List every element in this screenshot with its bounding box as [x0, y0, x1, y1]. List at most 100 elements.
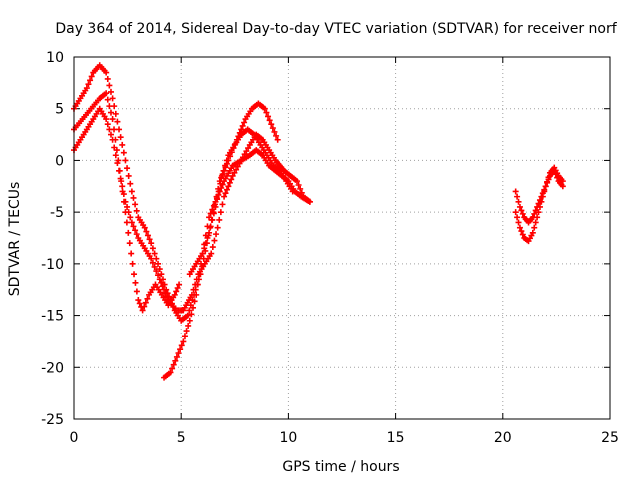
data-point: [148, 255, 155, 262]
data-point: [306, 198, 313, 205]
data-point: [172, 357, 179, 364]
data-point: [217, 180, 224, 187]
data-point: [216, 216, 223, 223]
data-point: [295, 181, 302, 188]
data-point: [206, 229, 213, 236]
y-tick-label: 10: [46, 50, 64, 66]
data-point: [173, 288, 180, 295]
data-point: [519, 210, 526, 217]
data-point: [225, 183, 232, 190]
data-point: [201, 245, 208, 252]
data-point: [136, 300, 143, 307]
data-point: [133, 231, 140, 238]
data-point: [233, 166, 240, 173]
data-point: [515, 198, 522, 205]
data-point: [142, 299, 149, 306]
data-point: [127, 214, 134, 221]
data-point: [193, 291, 200, 298]
data-point: [158, 279, 165, 286]
data-point: [141, 303, 148, 310]
data-point: [199, 250, 206, 257]
data-point: [293, 178, 300, 185]
data-point: [271, 128, 278, 135]
data-point: [175, 350, 182, 357]
data-point: [103, 116, 110, 123]
data-point: [129, 260, 136, 267]
data-points: [71, 62, 566, 381]
data-point: [132, 279, 139, 286]
data-point: [177, 346, 184, 353]
data-point: [222, 162, 229, 169]
data-point: [119, 141, 126, 148]
data-point: [106, 126, 113, 133]
data-point: [149, 259, 156, 266]
axis-ticks: 0 5 10 15 20 25 10 5 0 -5 -10 -15 -20 -25: [41, 50, 619, 446]
series-track-a: [71, 62, 281, 324]
data-point: [124, 165, 131, 172]
data-point: [178, 342, 185, 349]
data-point: [133, 288, 140, 295]
series-track-g: [512, 164, 566, 245]
data-point: [184, 312, 191, 319]
data-point: [512, 188, 519, 195]
data-point: [155, 272, 162, 279]
data-point: [207, 223, 214, 230]
x-tick-label: 20: [494, 430, 512, 446]
x-axis-label: GPS time / hours: [282, 459, 399, 475]
data-point: [167, 369, 174, 376]
data-point: [274, 136, 281, 143]
x-tick-label: 10: [279, 430, 297, 446]
data-point: [245, 145, 252, 152]
x-tick-label: 0: [70, 430, 79, 446]
data-point: [541, 188, 548, 195]
data-point: [218, 185, 225, 192]
data-point: [204, 235, 211, 241]
y-tick-label: -5: [50, 205, 64, 221]
data-point: [209, 216, 216, 223]
data-point: [514, 214, 521, 221]
data-point: [189, 304, 196, 311]
data-point: [124, 203, 131, 210]
data-point: [144, 232, 151, 239]
data-point: [139, 307, 146, 314]
data-point: [126, 240, 133, 247]
data-point: [122, 157, 129, 164]
data-point: [109, 116, 116, 123]
data-point: [109, 136, 116, 143]
grid-lines: [74, 57, 610, 419]
data-point: [120, 149, 127, 156]
data-point: [190, 286, 197, 293]
data-point: [268, 121, 275, 128]
data-point: [208, 250, 215, 257]
data-point: [122, 198, 129, 205]
data-point: [107, 88, 114, 95]
x-tick-label: 5: [177, 430, 186, 446]
data-point: [161, 286, 168, 293]
y-tick-label: -10: [41, 257, 64, 273]
data-point: [106, 103, 113, 110]
data-point: [223, 186, 230, 193]
data-point: [112, 152, 119, 159]
data-point: [163, 293, 170, 300]
data-point: [241, 119, 248, 126]
y-tick-label: 5: [55, 102, 64, 118]
data-point: [109, 95, 116, 102]
data-point: [162, 290, 169, 297]
data-point: [515, 219, 522, 226]
data-point: [114, 160, 121, 167]
data-point: [117, 175, 124, 182]
data-point: [128, 188, 135, 195]
data-point: [297, 185, 304, 192]
data-point: [263, 109, 270, 116]
y-tick-label: -25: [41, 412, 64, 428]
data-point: [132, 201, 139, 208]
data-point: [215, 188, 222, 195]
x-tick-label: 15: [387, 430, 405, 446]
data-point: [531, 224, 538, 231]
data-point: [107, 109, 114, 116]
data-point: [196, 271, 203, 278]
data-point: [151, 250, 158, 257]
data-point: [238, 126, 245, 133]
plot-frame: [73, 56, 611, 420]
data-point: [125, 172, 132, 179]
